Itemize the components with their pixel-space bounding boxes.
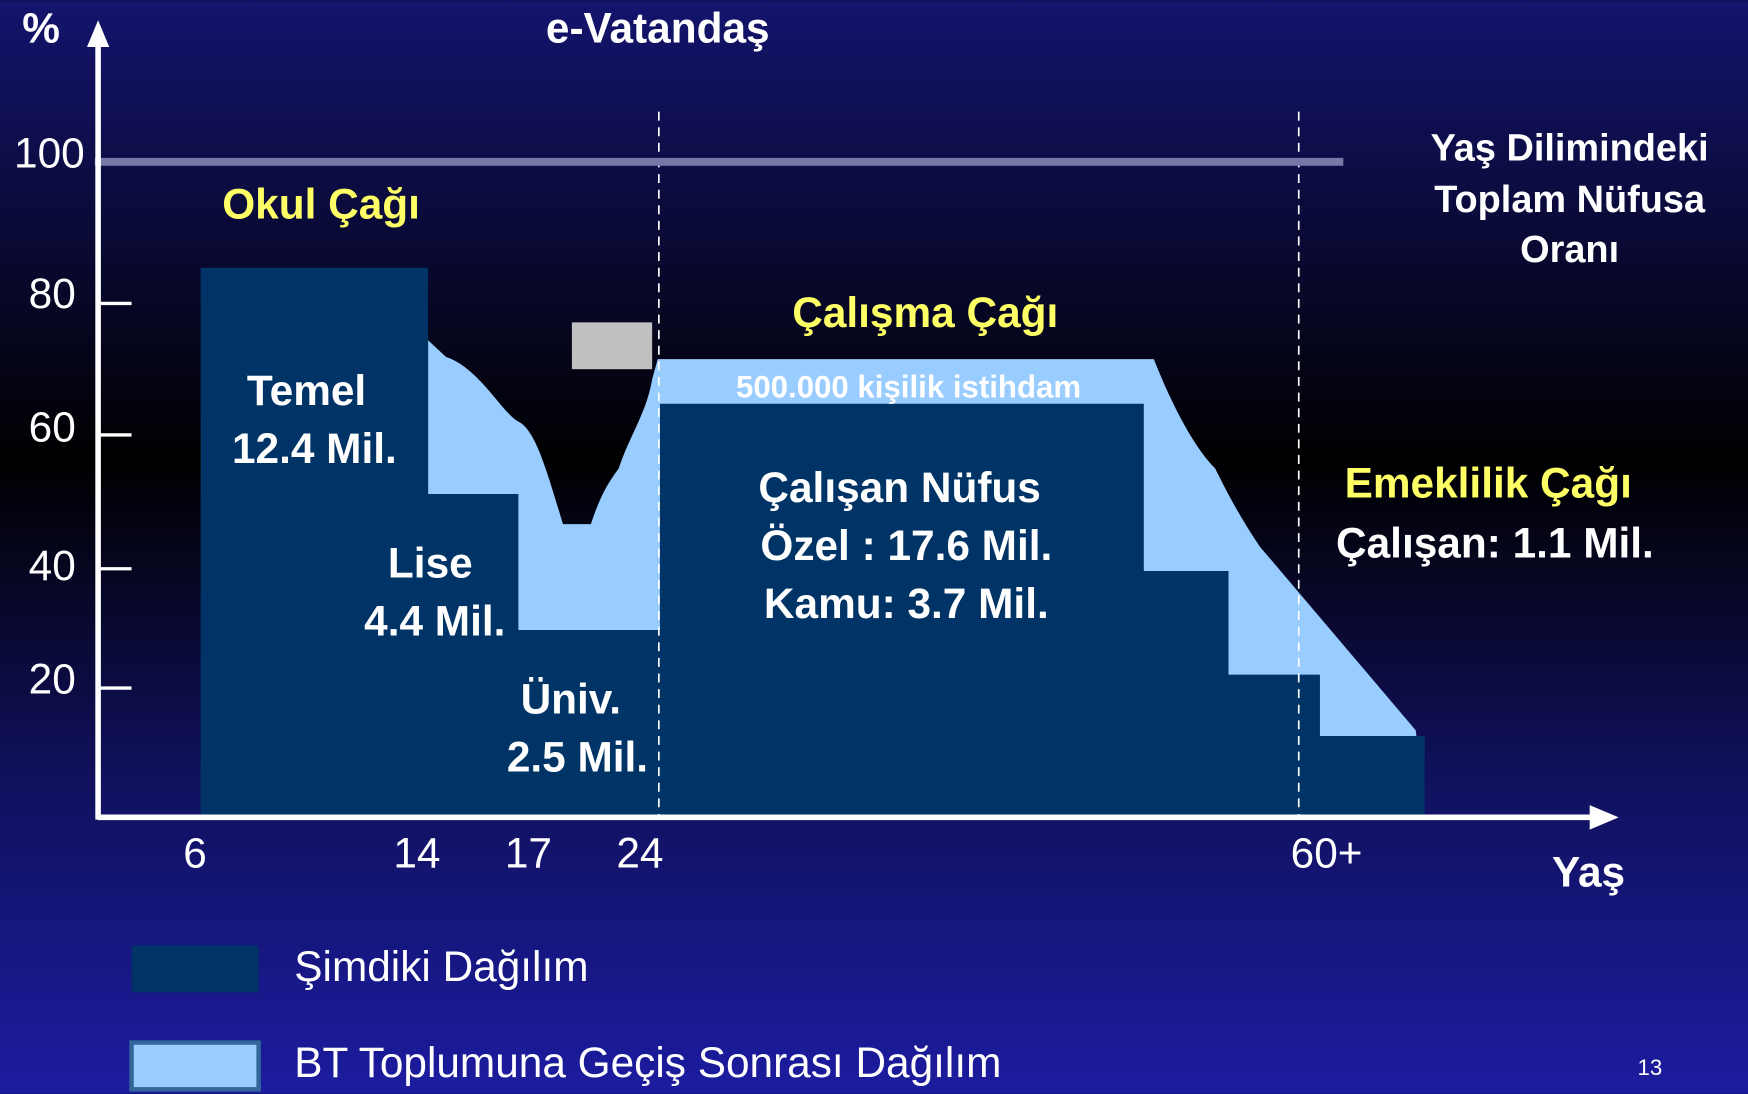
x-tick: 24: [616, 830, 663, 877]
legend-label: Şimdiki Dağılım: [294, 943, 588, 990]
y-tick: 20: [29, 656, 76, 703]
group-label: Kamu: 3.7 Mil.: [764, 580, 1049, 627]
x-tick: 60+: [1291, 830, 1363, 877]
y-tick: 100: [14, 129, 85, 176]
page-number: 13: [1637, 1055, 1662, 1080]
arrow: [1589, 805, 1619, 830]
x-label: Yaş: [1552, 848, 1625, 895]
group-label: 12.4 Mil.: [232, 425, 397, 472]
group-label: Çalışan Nüfus: [758, 464, 1040, 511]
reference-label: Toplam Nüfusa: [1434, 179, 1706, 221]
title: e-Vatandaş: [546, 5, 770, 52]
reference-label: Yaş Dilimindeki: [1431, 128, 1709, 170]
section-label: Emeklilik Çağı: [1345, 459, 1632, 506]
group-label: Lise: [388, 540, 473, 587]
gray-box: [571, 322, 653, 370]
y-tick: 40: [29, 542, 76, 589]
group-label: Üniv.: [521, 676, 621, 723]
group-label: Özel : 17.6 Mil.: [760, 522, 1052, 569]
x-tick: 6: [183, 830, 207, 877]
y-tick: 80: [29, 270, 76, 317]
group-label: 500.000 kişilik istihdam: [736, 370, 1081, 405]
group-label: Temel: [247, 367, 366, 414]
y-label: %: [22, 5, 60, 52]
x-tick: 14: [393, 830, 440, 877]
group-label: 4.4 Mil.: [364, 598, 505, 645]
section-label: Okul Çağı: [222, 181, 420, 228]
x-tick: 17: [505, 830, 552, 877]
arrow: [86, 20, 110, 48]
legend-swatch: [129, 1040, 261, 1092]
y-tick: 60: [29, 404, 76, 451]
current-area: [200, 267, 1425, 818]
group-label: Çalışan: 1.1 Mil.: [1336, 520, 1654, 567]
legend-swatch: [131, 945, 259, 993]
section-label: Çalışma Çağı: [792, 289, 1058, 336]
legend-label: BT Toplumuna Geçiş Sonrası Dağılım: [294, 1039, 1001, 1086]
group-label: 2.5 Mil.: [507, 734, 648, 781]
reference-label: Oranı: [1520, 229, 1619, 271]
